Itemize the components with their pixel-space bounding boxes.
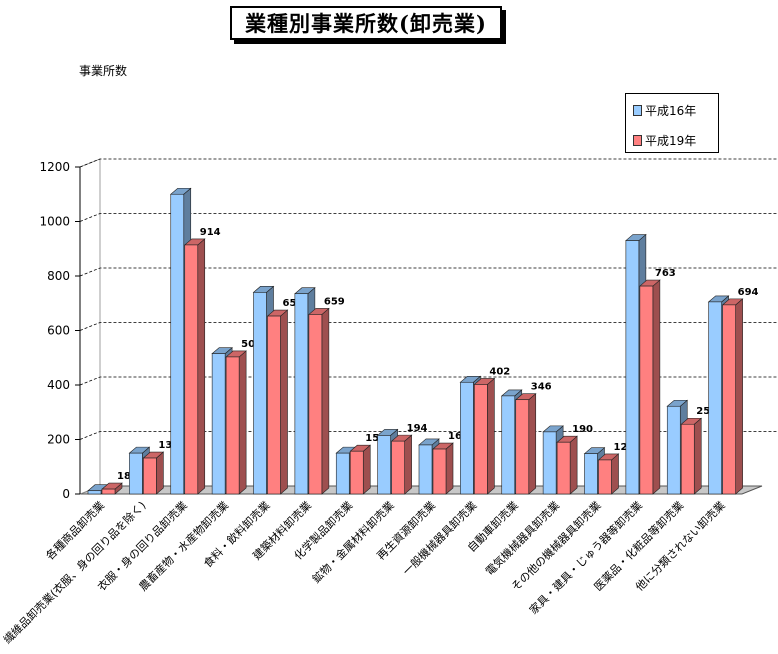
bar-series-2 [143, 457, 157, 495]
bar-series-1 [253, 292, 267, 495]
data-label: 763 [655, 268, 676, 279]
y-tick-label: 1000 [39, 215, 70, 229]
legend-label-series-2: 平成19年 [645, 134, 697, 148]
data-label: 653 [283, 298, 304, 309]
y-tick-label: 1200 [39, 160, 70, 174]
bar-series-2 [556, 441, 571, 495]
x-tick-label: 鉱物・金属材料卸売業 [309, 498, 397, 586]
bar-series-2 [474, 384, 488, 495]
bar-series-2-side [569, 435, 578, 495]
bar-series-2 [680, 423, 695, 495]
y-tick-label: 0 [62, 487, 70, 501]
bar-series-1 [87, 490, 102, 495]
bar-series-1 [501, 395, 516, 495]
bar-series-2-side [528, 393, 537, 495]
legend: 平成16年 平成19年 [625, 93, 719, 153]
bar-series-2 [101, 488, 116, 495]
data-label: 165 [448, 431, 469, 442]
bar-series-2-side [652, 279, 661, 495]
data-label: 659 [324, 296, 345, 307]
bar-series-2-side [362, 444, 371, 495]
bar-series-2-side [693, 417, 702, 495]
bar-series-2-side [197, 238, 206, 495]
bar-series-2-side [156, 451, 164, 495]
y-tick-label: 200 [47, 433, 70, 447]
gridline [79, 267, 778, 277]
bar-series-2 [349, 450, 364, 495]
bar-series-1 [129, 452, 143, 495]
legend-swatch-series-2 [633, 135, 642, 146]
legend-label-series-1: 平成16年 [645, 104, 697, 118]
data-label: 914 [200, 227, 221, 238]
bar-series-2-side [321, 307, 330, 495]
legend-item-series-1: 平成16年 [633, 102, 696, 119]
bar-series-2 [225, 356, 240, 495]
bar-series-2-side [735, 298, 743, 495]
bar-series-2 [391, 440, 405, 495]
gridline [79, 213, 778, 222]
bar-series-2-side [487, 377, 495, 495]
x-tick-label: 電気機械器具卸売業 [482, 498, 562, 578]
bar-series-1 [666, 405, 681, 495]
y-axis-title: 事業所数 [79, 64, 128, 78]
bar-series-2 [639, 285, 654, 495]
bar-series-1 [211, 353, 226, 495]
bar-series-1 [542, 431, 557, 495]
data-label: 157 [365, 433, 386, 444]
data-label: 125 [614, 442, 635, 453]
data-label: 503 [241, 339, 262, 350]
bar-series-2-side [445, 442, 454, 495]
data-label: 346 [531, 382, 552, 393]
bar-series-2 [722, 304, 736, 495]
bar-series-1 [335, 452, 350, 495]
data-label: 694 [738, 287, 759, 298]
bar-series-2 [515, 399, 530, 495]
legend-swatch-series-1 [633, 105, 642, 116]
y-tick-label: 400 [47, 378, 70, 392]
bar-series-1 [294, 293, 309, 495]
x-tick-label: 繊維品卸売業(衣服、身の回り品を除く) [0, 498, 148, 646]
bar-series-2 [432, 448, 447, 495]
data-label: 256 [696, 406, 717, 417]
x-tick-label: 一般機械器具卸売業 [400, 498, 480, 578]
bar-series-2 [598, 459, 612, 495]
y-tick-label: 800 [47, 269, 70, 283]
bar-series-1 [708, 301, 722, 495]
bar-series-2-side [280, 309, 288, 495]
data-label: 18 [117, 471, 131, 482]
y-tick-label: 600 [47, 324, 70, 338]
gridline [79, 376, 778, 386]
chart-title: 業種別事業所数(卸売業) [230, 6, 502, 40]
data-label: 190 [572, 424, 593, 435]
gridline [79, 322, 778, 331]
gridline [79, 158, 778, 168]
bar-series-1 [625, 240, 640, 495]
bar-series-2 [184, 244, 199, 495]
data-label: 132 [158, 440, 179, 451]
bar-series-2-side [238, 350, 247, 495]
bar-series-2-side [611, 453, 619, 495]
bar-series-1 [418, 444, 433, 495]
bar-series-1 [584, 453, 598, 495]
bar-series-1 [170, 193, 185, 495]
data-label: 402 [489, 366, 510, 377]
bar-series-2-side [404, 434, 412, 495]
bar-series-1 [460, 381, 474, 495]
legend-item-series-2: 平成19年 [633, 132, 696, 149]
data-label: 194 [407, 423, 428, 434]
bar-series-1 [377, 435, 391, 495]
bar-series-2 [267, 315, 281, 495]
gridline [79, 431, 778, 440]
bar-series-2 [308, 314, 323, 495]
